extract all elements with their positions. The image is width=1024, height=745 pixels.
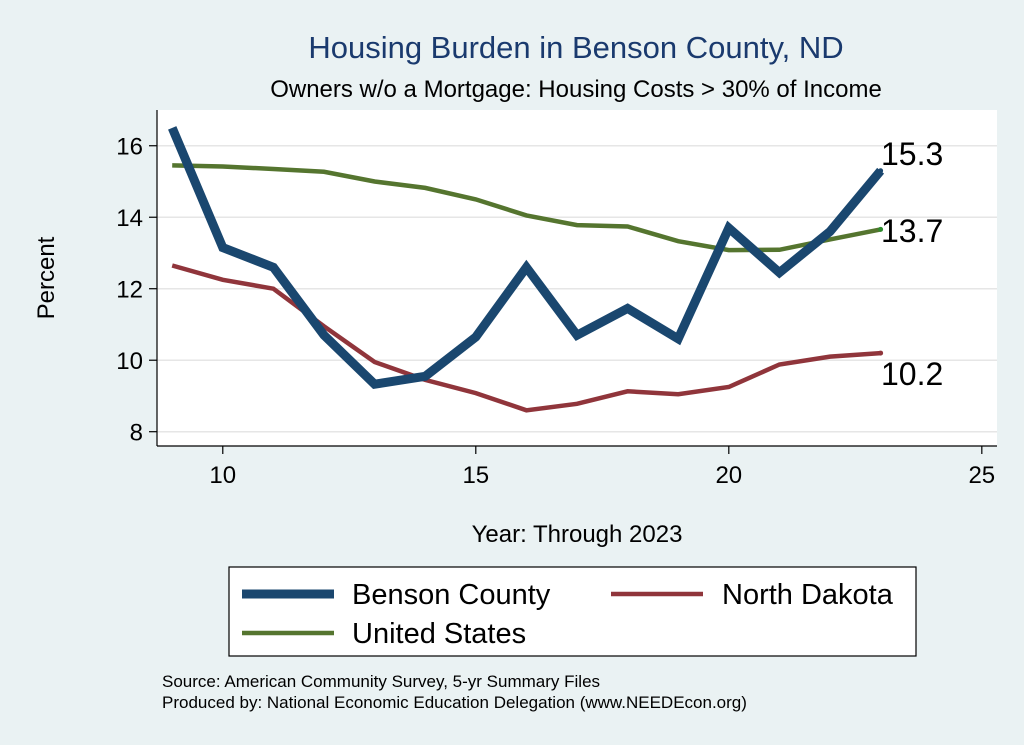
y-tick-label: 14 [116,205,143,232]
chart-subtitle: Owners w/o a Mortgage: Housing Costs > 3… [270,76,882,103]
end-label-north-dakota: 10.2 [881,356,943,392]
y-axis-title: Percent [33,236,60,319]
series-line-benson-county [168,126,885,389]
end-label-united-states: 13.7 [881,213,943,249]
y-tick-label: 8 [130,420,143,447]
legend-label-benson-county: Benson County [352,579,551,611]
end-label-benson-county: 15.3 [881,136,943,172]
y-tick-label: 10 [116,348,143,375]
series-end-point-benson-county [878,168,884,174]
legend-label-north-dakota: North Dakota [722,579,894,611]
x-axis-title: Year: Through 2023 [472,521,683,548]
legend-box [228,566,917,657]
y-tick-label: 12 [116,277,143,304]
series-end-point-united-states [878,226,884,232]
source-line-2: Produced by: National Economic Education… [162,693,747,712]
series-lines [168,126,885,413]
plot-area [157,110,997,446]
x-tick-label: 20 [715,462,742,489]
series-end-point-north-dakota [878,350,884,356]
x-tick-label: 10 [209,462,236,489]
x-axis-ticks: 10 15 20 25 [209,446,995,489]
x-tick-label: 25 [968,462,995,489]
series-line-united-states [172,163,882,253]
x-tick-label: 15 [462,462,489,489]
series-line-north-dakota [171,263,881,413]
grid-lines [157,144,997,433]
y-axis-ticks: 8 10 12 14 16 [116,134,157,447]
y-tick-label: 16 [116,134,143,161]
legend-label-united-states: United States [352,618,526,650]
chart-title: Housing Burden in Benson County, ND [308,30,843,65]
end-labels: 15.3 10.2 13.7 [881,136,943,392]
legend: Benson County North Dakota United States [228,566,917,657]
source-line-1: Source: American Community Survey, 5-yr … [162,672,600,691]
